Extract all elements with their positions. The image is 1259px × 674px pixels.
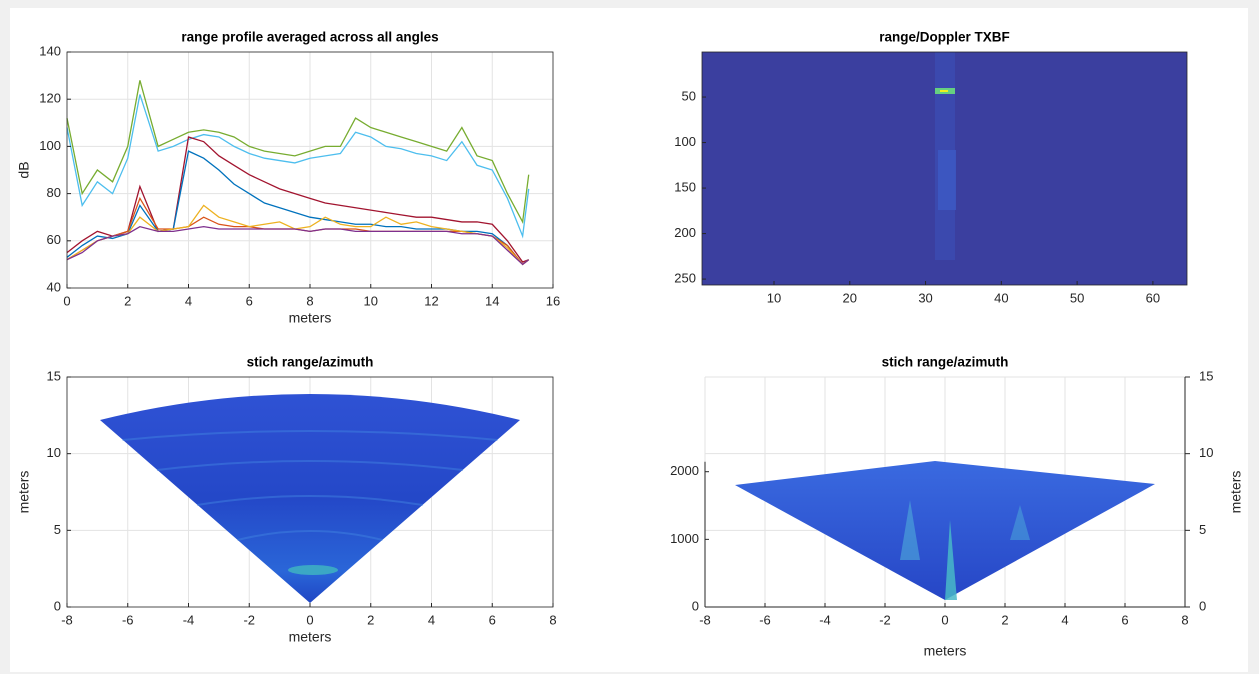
x-tick-label: 8 bbox=[1181, 612, 1188, 627]
x-tick-label: -2 bbox=[879, 612, 891, 627]
fan-band bbox=[237, 530, 383, 541]
fan-band bbox=[197, 495, 423, 506]
x-tick-label: -6 bbox=[759, 612, 771, 627]
y-tick-label: 250 bbox=[674, 271, 696, 286]
x-tick-label: 6 bbox=[1121, 612, 1128, 627]
x-tick-label: 30 bbox=[918, 290, 932, 305]
x-tick-label: 2 bbox=[1001, 612, 1008, 627]
y-tick-label: 200 bbox=[674, 225, 696, 240]
x-tick-label: 20 bbox=[843, 290, 857, 305]
y-tick-label: 10 bbox=[47, 445, 61, 460]
x-tick-label: 60 bbox=[1146, 290, 1160, 305]
y-tick-label: 5 bbox=[54, 522, 61, 537]
x-tick-label: 2 bbox=[124, 293, 131, 308]
line-series bbox=[66, 80, 530, 225]
line-series bbox=[66, 225, 530, 266]
x-tick-label: 6 bbox=[246, 293, 253, 308]
y-tick-label: 60 bbox=[47, 232, 61, 247]
x-tick-label: 2 bbox=[367, 612, 374, 627]
x-axis-label: meters bbox=[289, 310, 332, 326]
line-series bbox=[66, 204, 530, 266]
x-tick-label: 0 bbox=[63, 293, 70, 308]
y-tick-label: 150 bbox=[674, 180, 696, 195]
axes-box bbox=[701, 51, 1188, 286]
range-azimuth-surface bbox=[735, 461, 1155, 600]
y-tick-label: 0 bbox=[692, 598, 699, 613]
y2-tick-label: 5 bbox=[1199, 522, 1206, 537]
x-tick-label: 6 bbox=[489, 612, 496, 627]
chart-title: range/Doppler TXBF bbox=[879, 30, 1010, 45]
y-tick-label: 50 bbox=[682, 88, 696, 103]
fan-band bbox=[122, 430, 498, 441]
x-tick-label: 10 bbox=[364, 293, 378, 308]
line-series bbox=[66, 136, 529, 263]
x-tick-label: 4 bbox=[185, 293, 192, 308]
y-tick-label: 140 bbox=[39, 43, 61, 58]
y-tick-label: 15 bbox=[47, 368, 61, 383]
fan-hotspot bbox=[288, 565, 338, 575]
y2-tick-label: 0 bbox=[1199, 598, 1206, 613]
x-tick-label: -8 bbox=[699, 612, 711, 627]
surface-spike bbox=[1010, 505, 1030, 540]
x-tick-label: 8 bbox=[306, 293, 313, 308]
range-azimuth-fan bbox=[100, 394, 520, 603]
y-tick-label: 100 bbox=[39, 138, 61, 153]
y-tick-label: 1000 bbox=[670, 531, 699, 546]
line-series bbox=[66, 94, 530, 239]
y-tick-label: 0 bbox=[54, 598, 61, 613]
x-tick-label: -4 bbox=[819, 612, 831, 627]
x-tick-label: 40 bbox=[994, 290, 1008, 305]
x-tick-label: 0 bbox=[306, 612, 313, 627]
x-tick-label: 10 bbox=[767, 290, 781, 305]
y-tick-label: 100 bbox=[674, 134, 696, 149]
y2-tick-label: 10 bbox=[1199, 445, 1213, 460]
x-tick-label: 12 bbox=[424, 293, 438, 308]
x-tick-label: -6 bbox=[122, 612, 134, 627]
x-tick-label: 4 bbox=[1061, 612, 1068, 627]
y-axis-label: meters bbox=[16, 471, 32, 514]
x-tick-label: 50 bbox=[1070, 290, 1084, 305]
x-tick-label: 0 bbox=[941, 612, 948, 627]
y-tick-label: 2000 bbox=[670, 463, 699, 478]
chart-title: stich range/azimuth bbox=[882, 355, 1009, 370]
y-tick-label: 120 bbox=[39, 91, 61, 106]
surface-spike bbox=[900, 500, 920, 560]
fan-band bbox=[156, 460, 464, 471]
heatmap-peak bbox=[940, 90, 948, 92]
x-tick-label: 4 bbox=[428, 612, 435, 627]
chart-title: range profile averaged across all angles bbox=[181, 30, 438, 45]
x-tick-label: 16 bbox=[546, 293, 560, 308]
y2-tick-label: 15 bbox=[1199, 368, 1213, 383]
y-axis-label: dB bbox=[16, 161, 32, 178]
chart-title: stich range/azimuth bbox=[247, 355, 374, 370]
x-tick-label: 14 bbox=[485, 293, 499, 308]
y-tick-label: 40 bbox=[47, 279, 61, 294]
x-axis-label: meters bbox=[289, 629, 332, 645]
y-tick-label: 80 bbox=[47, 185, 61, 200]
y2-axis-label: meters bbox=[1228, 471, 1244, 514]
x-tick-label: -2 bbox=[243, 612, 255, 627]
x-tick-label: -8 bbox=[61, 612, 73, 627]
x-tick-label: -4 bbox=[183, 612, 195, 627]
x-tick-label: 8 bbox=[549, 612, 556, 627]
heatmap-column bbox=[938, 150, 956, 210]
surface-spike bbox=[945, 520, 957, 600]
x-axis-label: meters bbox=[924, 643, 967, 659]
